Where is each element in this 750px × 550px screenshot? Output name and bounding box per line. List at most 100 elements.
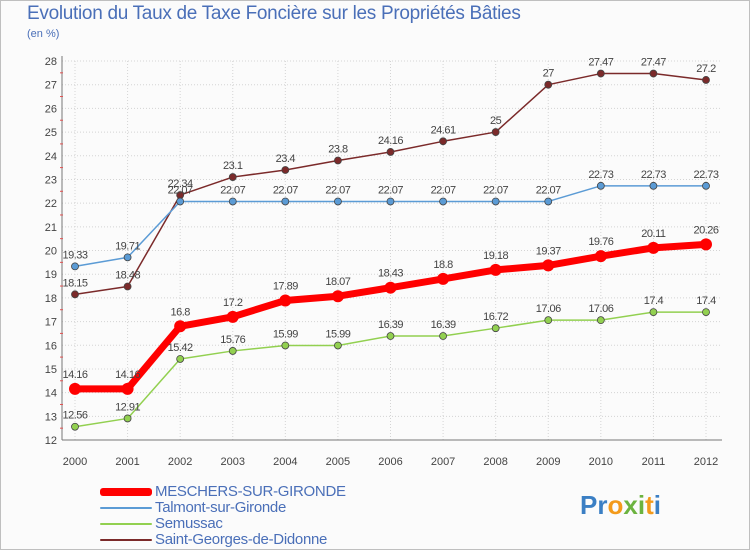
data-point [123,282,132,291]
data-point [596,69,605,78]
data-point [439,197,447,206]
data-point [647,241,660,254]
y-tick-label: 17 [45,317,57,329]
x-tick-label: 2001 [115,456,139,468]
data-label: 18.15 [62,277,87,289]
x-tick-label: 2003 [221,456,245,468]
data-label: 17.4 [696,295,716,307]
y-tick-label: 26 [45,103,57,115]
data-label: 25 [490,115,502,127]
legend-label-talmont: Talmont-sur-Gironde [155,499,287,516]
y-axis-unit: (en %) [27,28,60,40]
chart-title: Evolution du Taux de Taxe Foncière sur l… [27,3,521,24]
x-tick-label: 2012 [694,456,718,468]
y-tick-label: 22 [45,198,57,210]
data-point [702,76,710,84]
data-point [649,181,658,190]
data-label: 22.07 [168,184,193,196]
data-point [331,290,344,303]
data-point [174,320,187,333]
x-tick-label: 2006 [378,456,402,468]
data-point [386,332,395,340]
y-tick-label: 21 [45,222,57,234]
data-point [121,382,134,395]
data-label: 18.8 [433,259,453,271]
data-point [439,332,447,340]
legend-label-meschers: MESCHERS-SUR-GIRONDE [155,483,346,500]
y-tick-label: 28 [45,56,57,68]
data-label: 19.33 [62,249,87,261]
x-tick-label: 2010 [589,456,613,468]
data-label: 22.07 [220,184,245,196]
data-label: 22.07 [536,184,561,196]
data-point [491,324,500,333]
data-point [544,197,553,206]
data-point [594,250,607,263]
data-label: 16.8 [170,306,190,318]
data-label: 16.39 [431,319,456,331]
data-label: 16.72 [483,311,508,323]
data-point [281,166,290,174]
data-label: 15.99 [273,328,298,340]
data-point [544,80,553,89]
data-point [69,382,81,395]
logo-letter: i [637,490,646,520]
data-label: 17.06 [536,303,561,315]
y-tick-label: 20 [45,246,57,258]
data-point [491,128,500,136]
data-point [386,148,395,156]
data-point [123,253,132,262]
x-tick-label: 2007 [431,456,455,468]
data-label: 27.47 [641,57,666,69]
x-tick-label: 2004 [273,456,297,468]
legend-label-saint-georges: Saint-Georges-de-Didonne [155,531,328,548]
data-label: 17.2 [223,297,243,309]
data-label: 19.76 [588,236,613,248]
data-point [334,341,342,350]
y-tick-label: 19 [45,269,57,281]
data-label: 22.73 [588,169,613,181]
data-label: 18.43 [378,268,403,280]
data-label: 22.73 [693,169,718,181]
data-point [281,197,290,206]
data-label: 12.56 [62,410,87,422]
x-tick-label: 2009 [536,456,560,468]
data-point [649,69,658,78]
data-label: 27.47 [588,57,613,69]
data-point [228,197,237,206]
y-tick-label: 13 [45,411,57,423]
y-tick-label: 18 [45,293,57,305]
data-point [700,238,712,251]
data-label: 22.07 [325,184,350,196]
data-point [542,259,555,272]
data-point [281,341,290,350]
data-label: 14.16 [115,369,140,381]
data-label: 27.2 [696,63,716,75]
data-label: 15.99 [325,328,350,340]
y-tick-label: 25 [45,127,57,139]
data-label: 22.07 [273,184,298,196]
data-point [489,263,502,276]
logo-letter: t [645,490,654,520]
logo-letter: P [580,490,598,520]
data-label: 15.76 [220,334,245,346]
x-tick-label: 2002 [168,456,192,468]
data-point [123,414,132,423]
data-point [71,290,79,299]
data-point [334,156,342,165]
y-tick-label: 15 [45,364,57,376]
data-point [702,308,710,316]
data-point [544,316,553,325]
legend-swatch-meschers [100,488,152,496]
data-point [228,347,237,355]
data-point [491,197,500,206]
data-label: 14.16 [62,369,87,381]
data-point [228,173,237,181]
data-label: 17.06 [588,303,613,315]
data-label: 17.89 [273,280,298,292]
data-label: 20.26 [693,224,718,236]
data-label: 17.4 [644,295,664,307]
data-label: 24.16 [378,135,403,147]
